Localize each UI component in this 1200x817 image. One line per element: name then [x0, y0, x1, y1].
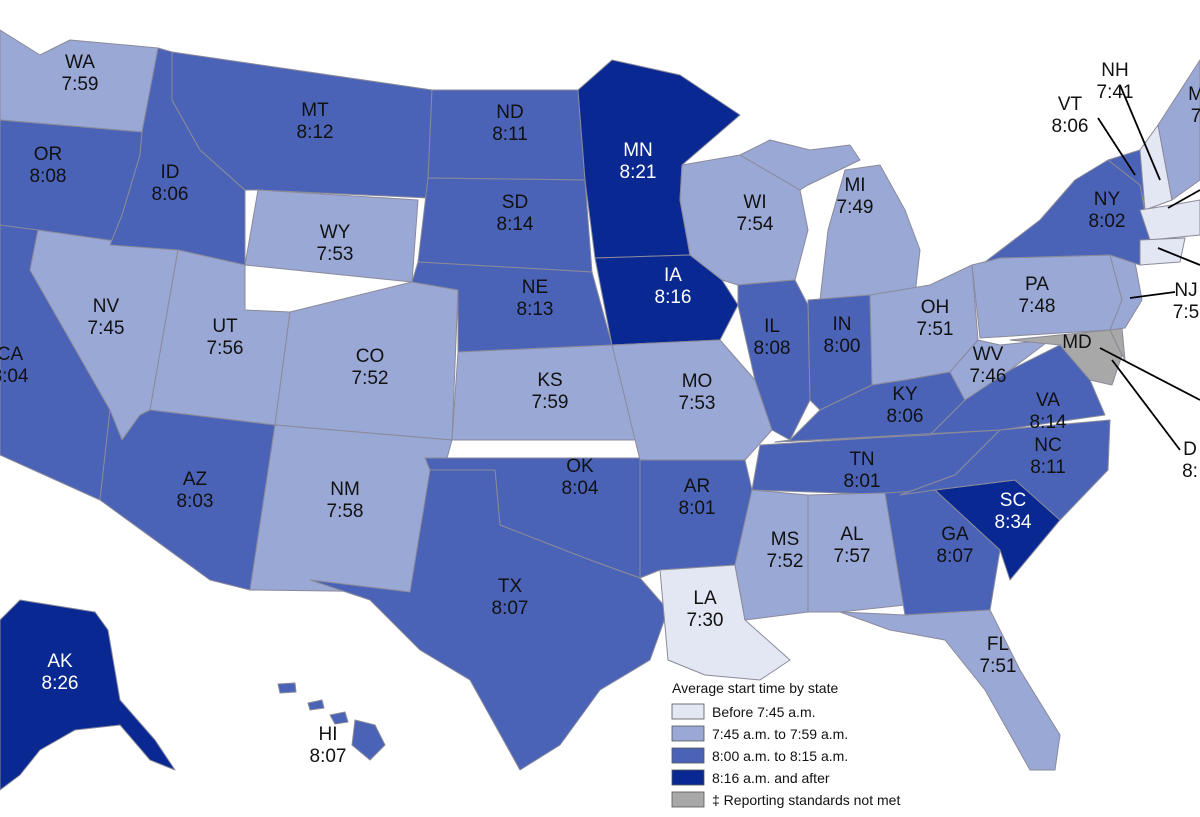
svg-text:IA8:16: IA 8:16: [655, 265, 692, 308]
svg-text:MT8:12: MT 8:12: [297, 100, 334, 143]
svg-text:WI7:54: WI 7:54: [737, 192, 774, 235]
svg-text:HI8:07: HI 8:07: [310, 724, 347, 767]
svg-text:NV7:45: NV 7:45: [88, 296, 125, 339]
svg-text:CO7:52: CO 7:52: [352, 346, 389, 389]
legend-label: 8:16 a.m. and after: [712, 770, 830, 786]
legend-label: 8:00 a.m. to 8:15 a.m.: [712, 748, 848, 764]
svg-text:WV7:46: WV 7:46: [970, 344, 1007, 387]
state-me: [1157, 59, 1200, 201]
svg-text:FL7:51: FL 7:51: [980, 634, 1017, 677]
svg-text:IL8:08: IL 8:08: [754, 316, 791, 359]
svg-text:ND8:11: ND 8:11: [492, 102, 528, 145]
legend-swatch: [671, 791, 705, 808]
svg-text:NM7:58: NM 7:58: [327, 479, 364, 522]
legend-item: ‡ Reporting standards not met: [671, 791, 900, 808]
leader-ma: [1167, 189, 1200, 209]
svg-text:GA8:07: GA 8:07: [937, 524, 974, 567]
state-nc: [899, 419, 1111, 521]
state-ak: [0, 599, 176, 791]
state-hi-1: [351, 719, 386, 761]
legend-item: Before 7:45 a.m.: [671, 703, 816, 720]
state-mi-up: [739, 139, 861, 191]
legend-title: Average start time by state: [672, 680, 838, 696]
leader-de: [1111, 359, 1181, 451]
state-hi-2: [329, 711, 349, 725]
svg-text:TX8:07: TX 8:07: [492, 576, 529, 619]
legend-item: 7:45 a.m. to 7:59 a.m.: [671, 725, 848, 742]
svg-text:NY8:02: NY 8:02: [1089, 189, 1126, 232]
svg-text:SC8:34: SC 8:34: [995, 490, 1032, 533]
legend-swatch: [671, 769, 705, 786]
svg-text:KY8:06: KY 8:06: [887, 384, 924, 427]
svg-text:WA7:59: WA 7:59: [62, 52, 99, 95]
state-labels: WA7:59 OR8:08 CA8:04 ID8:06 NV7:45 MT8:1…: [0, 52, 1200, 767]
svg-text:OR8:08: OR 8:08: [30, 144, 67, 187]
legend-item: 8:00 a.m. to 8:15 a.m.: [671, 747, 848, 764]
svg-text:UT7:56: UT 7:56: [207, 316, 244, 359]
leader-nh: [1119, 84, 1161, 181]
leader-nj: [1129, 291, 1176, 299]
svg-text:OK8:04: OK 8:04: [562, 456, 599, 499]
leader-md: [1099, 347, 1200, 401]
leader-ct: [1157, 247, 1200, 266]
svg-text:D8:: D 8:: [1182, 439, 1198, 482]
svg-text:ID8:06: ID 8:06: [152, 162, 189, 205]
legend-item: 8:16 a.m. and after: [671, 769, 830, 786]
svg-text:PA7:48: PA 7:48: [1019, 274, 1056, 317]
svg-text:IN8:00: IN 8:00: [824, 314, 861, 357]
svg-text:KS7:59: KS 7:59: [532, 370, 569, 413]
svg-text:NH7:41: NH 7:41: [1097, 60, 1134, 103]
svg-text:MN8:21: MN 8:21: [620, 140, 657, 183]
state-mi: [819, 164, 921, 301]
legend-label: ‡ Reporting standards not met: [712, 792, 900, 808]
svg-text:NC8:11: NC 8:11: [1030, 435, 1066, 478]
legend-swatch: [671, 747, 705, 764]
state-ms: [734, 489, 809, 621]
svg-text:WY7:53: WY 7:53: [317, 222, 354, 265]
svg-text:SD8:14: SD 8:14: [497, 192, 534, 235]
svg-text:LA7:30: LA 7:30: [687, 588, 724, 631]
svg-text:MO7:53: MO 7:53: [679, 371, 716, 414]
svg-text:MD: MD: [1062, 332, 1092, 353]
legend-swatch: [671, 725, 705, 742]
svg-text:OH7:51: OH 7:51: [917, 297, 954, 340]
legend-label: 7:45 a.m. to 7:59 a.m.: [712, 726, 848, 742]
svg-text:VA8:14: VA 8:14: [1030, 390, 1067, 433]
svg-text:CA8:04: CA8:04: [0, 344, 29, 387]
state-al: [807, 492, 906, 613]
svg-text:MI7:49: MI 7:49: [837, 175, 874, 218]
svg-text:NJ7:5: NJ 7:5: [1173, 280, 1199, 323]
svg-text:AR8:01: AR 8:01: [679, 476, 716, 519]
svg-text:AZ8:03: AZ 8:03: [177, 469, 214, 512]
svg-text:NE8:13: NE 8:13: [517, 277, 554, 320]
svg-text:MS7:52: MS 7:52: [767, 529, 804, 572]
legend: Average start time by state Before 7:45 …: [671, 680, 900, 808]
svg-text:AK8:26: AK 8:26: [42, 651, 79, 694]
state-ct: [1139, 237, 1186, 266]
svg-text:TN8:01: TN 8:01: [844, 449, 881, 492]
legend-label: Before 7:45 a.m.: [712, 704, 816, 720]
state-hi-4: [277, 682, 297, 694]
state-tx: [309, 469, 669, 771]
svg-text:AL7:57: AL 7:57: [834, 524, 871, 567]
state-fl: [839, 609, 1061, 771]
state-ma: [1139, 199, 1200, 241]
legend-swatch: [671, 703, 705, 720]
leader-vt: [1097, 117, 1136, 176]
state-co: [274, 281, 459, 441]
svg-text:M7: M7: [1188, 84, 1200, 127]
state-hi-3: [307, 699, 325, 711]
svg-text:VT8:06: VT 8:06: [1052, 94, 1089, 137]
